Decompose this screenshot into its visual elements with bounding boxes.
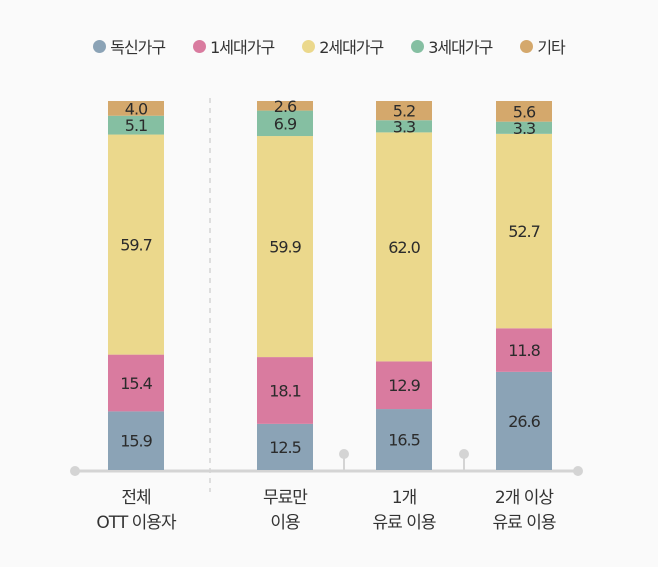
data-label: 18.1	[269, 381, 301, 400]
data-label: 3.3	[393, 117, 415, 136]
bar-segment	[108, 115, 164, 135]
data-label: 2.6	[274, 97, 297, 116]
bar-segment	[376, 120, 432, 133]
category-label-line: OTT 이용자	[96, 513, 176, 533]
legend-label: 기타	[537, 38, 565, 57]
data-label: 15.4	[120, 374, 152, 393]
bar-segment	[496, 133, 552, 329]
category-label-line: 유료 이용	[492, 513, 557, 533]
bar-segment	[496, 121, 552, 134]
bar-segment	[108, 411, 164, 470]
data-label: 62.0	[388, 238, 420, 257]
bar-segment	[496, 371, 552, 470]
bar-segment	[376, 101, 432, 121]
legend: 독신가구 1세대가구 2세대가구 3세대가구 기타	[0, 34, 658, 58]
data-label: 5.6	[513, 102, 536, 121]
data-label: 3.3	[513, 119, 535, 138]
category-label-line: 전체	[121, 488, 151, 508]
bar-segment	[108, 134, 164, 355]
bar-segment	[108, 354, 164, 412]
legend-label: 1세대가구	[210, 38, 275, 57]
legend-swatch	[520, 39, 534, 53]
data-label: 59.9	[269, 238, 301, 257]
legend-item: 1세대가구	[193, 34, 275, 58]
data-label: 15.9	[120, 432, 152, 451]
tick-dot	[459, 449, 469, 459]
legend-item: 기타	[520, 34, 566, 58]
bar-segment	[376, 409, 432, 470]
legend-label: 2세대가구	[319, 38, 384, 57]
category-label-line: 유료 이용	[372, 513, 437, 533]
data-label: 5.1	[125, 116, 147, 135]
legend-label: 독신가구	[110, 38, 166, 57]
data-label: 12.5	[269, 438, 301, 457]
bar-segment	[108, 101, 164, 116]
legend-label: 3세대가구	[428, 38, 493, 57]
data-label: 59.7	[120, 236, 152, 255]
data-label: 12.9	[388, 376, 420, 395]
legend-item: 독신가구	[93, 34, 166, 58]
legend-swatch	[302, 39, 316, 53]
data-label: 26.6	[508, 412, 540, 431]
axis-end-dot	[573, 466, 583, 476]
data-label: 16.5	[388, 431, 420, 450]
data-label: 4.0	[125, 99, 148, 118]
bar-segment	[496, 101, 552, 122]
legend-item: 2세대가구	[302, 34, 384, 58]
bar-segment	[257, 423, 313, 470]
bar-segment	[496, 328, 552, 372]
data-label: 52.7	[508, 222, 540, 241]
legend-swatch	[193, 39, 207, 53]
data-label: 5.2	[393, 102, 415, 121]
bar-segment	[257, 357, 313, 424]
legend-swatch	[411, 39, 425, 53]
legend-swatch	[93, 39, 107, 53]
category-label: 전체 OTT 이용자	[66, 486, 206, 536]
axis-end-dot	[70, 466, 80, 476]
legend-item: 3세대가구	[411, 34, 493, 58]
bar-segment	[376, 361, 432, 410]
bar-segment	[257, 136, 313, 358]
data-label: 11.8	[508, 341, 540, 360]
data-label: 6.9	[274, 114, 297, 133]
bar-segment	[376, 132, 432, 362]
category-label-line: 이용	[270, 513, 300, 533]
bar-segment	[257, 101, 313, 111]
category-label-line: 2개 이상	[494, 488, 554, 508]
bar-segment	[257, 110, 313, 137]
category-label-line: 무료만	[263, 488, 308, 508]
tick-dot	[339, 449, 349, 459]
category-label-line: 1개	[391, 488, 417, 508]
